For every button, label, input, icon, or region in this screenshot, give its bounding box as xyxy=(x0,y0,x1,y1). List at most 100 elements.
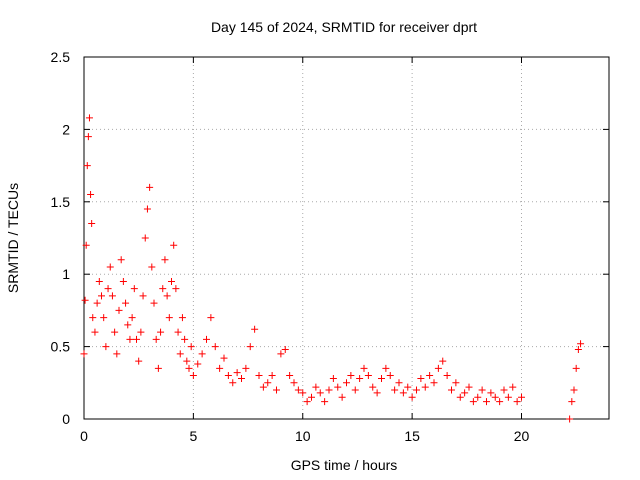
x-axis-label: GPS time / hours xyxy=(291,457,398,473)
data-point xyxy=(113,350,121,358)
data-point xyxy=(159,285,167,293)
data-point xyxy=(513,398,521,406)
data-point xyxy=(168,277,175,285)
data-point xyxy=(91,328,99,336)
data-point xyxy=(321,398,329,406)
y-axis-label: SRMTID / TECUs xyxy=(5,183,21,293)
data-point xyxy=(157,328,165,336)
data-point xyxy=(111,328,119,336)
data-point xyxy=(82,241,90,249)
data-point xyxy=(294,386,302,394)
data-point xyxy=(474,393,482,401)
data-point xyxy=(469,398,477,406)
data-point xyxy=(574,345,582,353)
data-point xyxy=(150,299,158,307)
data-point xyxy=(102,343,110,351)
data-point xyxy=(154,364,162,372)
data-point xyxy=(329,374,337,382)
data-point xyxy=(483,398,490,406)
data-point xyxy=(413,386,420,394)
data-point xyxy=(104,285,112,293)
data-point xyxy=(88,220,96,228)
data-point xyxy=(194,360,202,368)
data-point xyxy=(106,263,114,271)
data-point xyxy=(189,372,197,380)
data-point xyxy=(277,350,285,358)
data-point xyxy=(216,364,224,372)
data-point xyxy=(176,350,184,358)
data-point xyxy=(137,328,145,336)
data-point xyxy=(395,379,403,387)
data-point xyxy=(568,398,576,406)
data-point xyxy=(84,133,92,141)
data-point xyxy=(81,296,89,304)
axis-ticks: 0 5 10 15 20 0 0.5 1 1.5 2 2.5 xyxy=(51,49,609,444)
data-point xyxy=(143,205,151,213)
data-point xyxy=(220,354,228,362)
data-point xyxy=(496,398,504,406)
data-point xyxy=(181,335,189,343)
chart-title: Day 145 of 2024, SRMTID for receiver dpr… xyxy=(211,19,477,35)
data-point xyxy=(316,389,324,397)
data-point xyxy=(238,374,245,382)
data-point xyxy=(364,372,372,380)
data-point xyxy=(356,374,364,382)
data-point xyxy=(518,393,525,401)
data-point xyxy=(303,398,311,406)
data-point xyxy=(87,191,95,199)
data-point xyxy=(281,345,289,353)
data-point xyxy=(434,364,442,372)
data-point xyxy=(130,285,138,293)
data-point xyxy=(224,372,232,380)
data-point xyxy=(504,393,512,401)
data-point xyxy=(491,393,499,401)
data-point xyxy=(115,306,123,314)
data-point xyxy=(161,256,169,264)
x-tick-label: 15 xyxy=(404,428,420,444)
data-point xyxy=(500,386,508,394)
data-point xyxy=(404,383,412,391)
data-point xyxy=(83,162,91,170)
data-point xyxy=(264,379,272,387)
data-point xyxy=(108,292,116,300)
data-point xyxy=(198,350,206,358)
data-point xyxy=(478,386,486,394)
data-point xyxy=(211,343,219,351)
data-point xyxy=(172,285,180,293)
y-tick-label: 2.5 xyxy=(51,49,71,65)
data-point xyxy=(439,357,447,365)
data-point xyxy=(255,372,263,380)
data-point xyxy=(126,335,134,343)
data-point xyxy=(308,393,315,401)
data-point xyxy=(187,343,195,351)
data-point xyxy=(286,372,294,380)
data-point xyxy=(89,314,97,322)
data-point xyxy=(399,389,407,397)
data-point xyxy=(443,372,451,380)
data-point xyxy=(386,372,394,380)
data-point xyxy=(95,277,103,285)
data-point xyxy=(98,292,105,300)
data-point xyxy=(259,383,267,391)
data-point xyxy=(382,364,390,372)
data-point xyxy=(246,343,254,351)
data-point xyxy=(251,325,259,333)
data-point xyxy=(146,183,154,191)
data-point xyxy=(391,386,399,394)
data-point xyxy=(373,389,381,397)
x-tick-label: 0 xyxy=(80,428,88,444)
data-point xyxy=(163,292,171,300)
data-point xyxy=(100,314,108,322)
data-point xyxy=(93,299,101,307)
data-point xyxy=(207,314,215,322)
data-point xyxy=(117,256,125,264)
data-point xyxy=(509,383,517,391)
grid xyxy=(84,57,609,419)
data-point xyxy=(417,374,425,382)
data-point xyxy=(135,357,143,365)
data-point xyxy=(233,369,241,377)
data-point xyxy=(80,350,88,358)
data-point xyxy=(448,386,455,394)
data-point xyxy=(487,389,495,397)
data-point xyxy=(426,372,434,380)
